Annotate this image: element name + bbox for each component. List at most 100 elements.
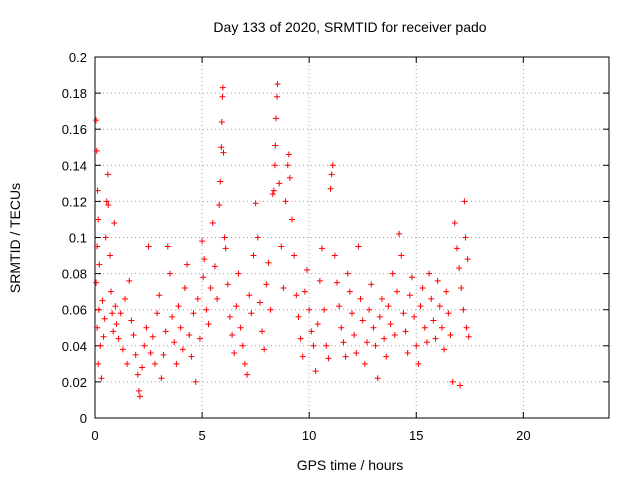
data-point	[336, 303, 343, 310]
data-point	[248, 310, 255, 317]
data-point	[338, 324, 345, 331]
data-point	[462, 234, 469, 241]
data-point	[128, 317, 135, 324]
data-point	[383, 353, 390, 360]
grid	[95, 57, 609, 418]
data-point	[241, 360, 248, 367]
data-point	[458, 285, 465, 292]
data-point	[291, 252, 298, 259]
data-point	[282, 198, 289, 205]
data-point	[141, 342, 148, 349]
data-point	[237, 324, 244, 331]
data-point	[357, 295, 364, 302]
data-point	[417, 303, 424, 310]
y-tick-label: 0.08	[62, 267, 87, 282]
data-point	[196, 335, 203, 342]
data-point	[400, 310, 407, 317]
data-point	[430, 317, 437, 324]
data-point	[361, 360, 368, 367]
data-point	[235, 270, 242, 277]
data-point	[355, 243, 362, 250]
x-tick-label: 15	[409, 428, 423, 443]
data-point	[316, 277, 323, 284]
data-point	[217, 178, 224, 185]
data-point	[156, 292, 163, 299]
data-point	[460, 306, 467, 313]
data-point	[438, 324, 445, 331]
data-points	[93, 81, 472, 400]
data-point	[297, 335, 304, 342]
data-point	[96, 261, 103, 268]
data-point	[104, 171, 111, 178]
data-point	[105, 202, 112, 209]
data-point	[188, 353, 195, 360]
data-point	[340, 339, 347, 346]
data-point	[219, 84, 226, 91]
data-point	[171, 339, 178, 346]
data-point	[391, 331, 398, 338]
data-point	[419, 285, 426, 292]
data-point	[222, 245, 229, 252]
data-point	[372, 342, 379, 349]
data-point	[244, 371, 251, 378]
data-point	[263, 281, 270, 288]
data-point	[103, 198, 110, 205]
data-point	[423, 339, 430, 346]
data-point	[173, 360, 180, 367]
data-point	[415, 360, 422, 367]
data-point	[284, 162, 291, 169]
data-point	[370, 324, 377, 331]
data-point	[95, 216, 102, 223]
data-point	[269, 191, 276, 198]
y-tick-label: 0.14	[62, 158, 87, 173]
data-point	[271, 162, 278, 169]
data-point	[272, 142, 279, 149]
data-point	[325, 355, 332, 362]
data-point	[186, 331, 193, 338]
data-point	[272, 115, 279, 122]
data-point	[274, 93, 281, 100]
data-point	[134, 371, 141, 378]
data-point	[301, 288, 308, 295]
data-point	[201, 256, 208, 263]
data-point	[117, 310, 124, 317]
data-point	[376, 313, 383, 320]
data-point	[265, 259, 272, 266]
data-point	[160, 351, 167, 358]
data-point	[169, 313, 176, 320]
data-point	[112, 303, 119, 310]
data-point	[239, 342, 246, 349]
data-point	[304, 266, 311, 273]
data-point	[270, 187, 277, 194]
data-point	[102, 234, 109, 241]
data-point	[453, 245, 460, 252]
data-point	[295, 313, 302, 320]
data-point	[158, 375, 165, 382]
data-point	[199, 238, 206, 245]
data-point	[464, 256, 471, 263]
data-point	[385, 303, 392, 310]
data-point	[124, 360, 131, 367]
data-point	[261, 346, 268, 353]
data-point	[219, 93, 226, 100]
data-point	[308, 328, 315, 335]
data-point	[463, 324, 470, 331]
data-point	[179, 346, 186, 353]
data-point	[411, 313, 418, 320]
data-point	[441, 346, 448, 353]
data-point	[457, 382, 464, 389]
data-point	[267, 306, 274, 313]
y-tick-label: 0.06	[62, 303, 87, 318]
data-point	[366, 306, 373, 313]
data-point	[451, 220, 458, 227]
data-point	[285, 151, 292, 158]
data-point	[93, 117, 100, 124]
data-point	[126, 277, 133, 284]
data-point	[205, 321, 212, 328]
data-point	[280, 285, 287, 292]
data-point	[387, 321, 394, 328]
data-point	[207, 285, 214, 292]
data-point	[319, 245, 326, 252]
data-point	[428, 295, 435, 302]
